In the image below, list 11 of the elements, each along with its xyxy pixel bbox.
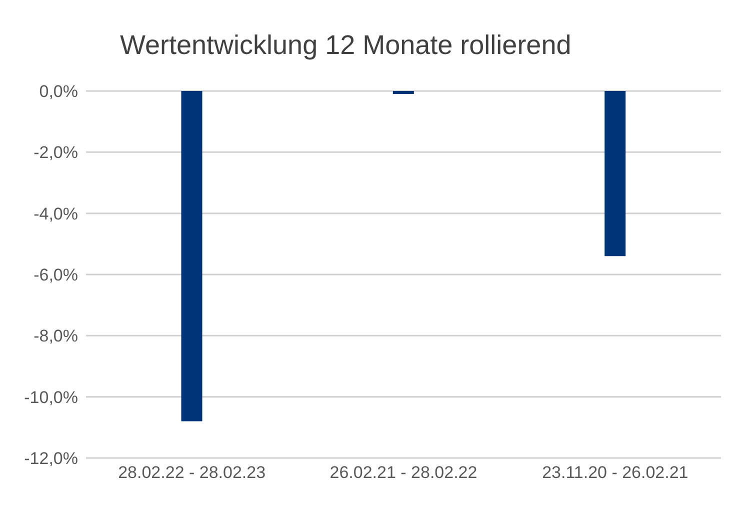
x-tick-label: 26.02.21 - 28.02.22	[330, 463, 478, 482]
x-tick-label: 28.02.22 - 28.02.23	[118, 463, 266, 482]
y-tick-label: 0,0%	[39, 82, 78, 102]
y-tick-label: -8,0%	[34, 326, 78, 346]
y-tick-label: -12,0%	[24, 449, 78, 468]
x-tick-label: 23.11.20 - 26.02.21	[542, 463, 688, 482]
y-tick-label: -10,0%	[24, 388, 78, 407]
y-tick-label: -4,0%	[34, 204, 78, 224]
y-tick-label: -6,0%	[34, 266, 78, 285]
chart-title: Wertentwicklung 12 Monate rollierend	[120, 30, 572, 61]
y-tick-label: -2,0%	[34, 143, 78, 162]
